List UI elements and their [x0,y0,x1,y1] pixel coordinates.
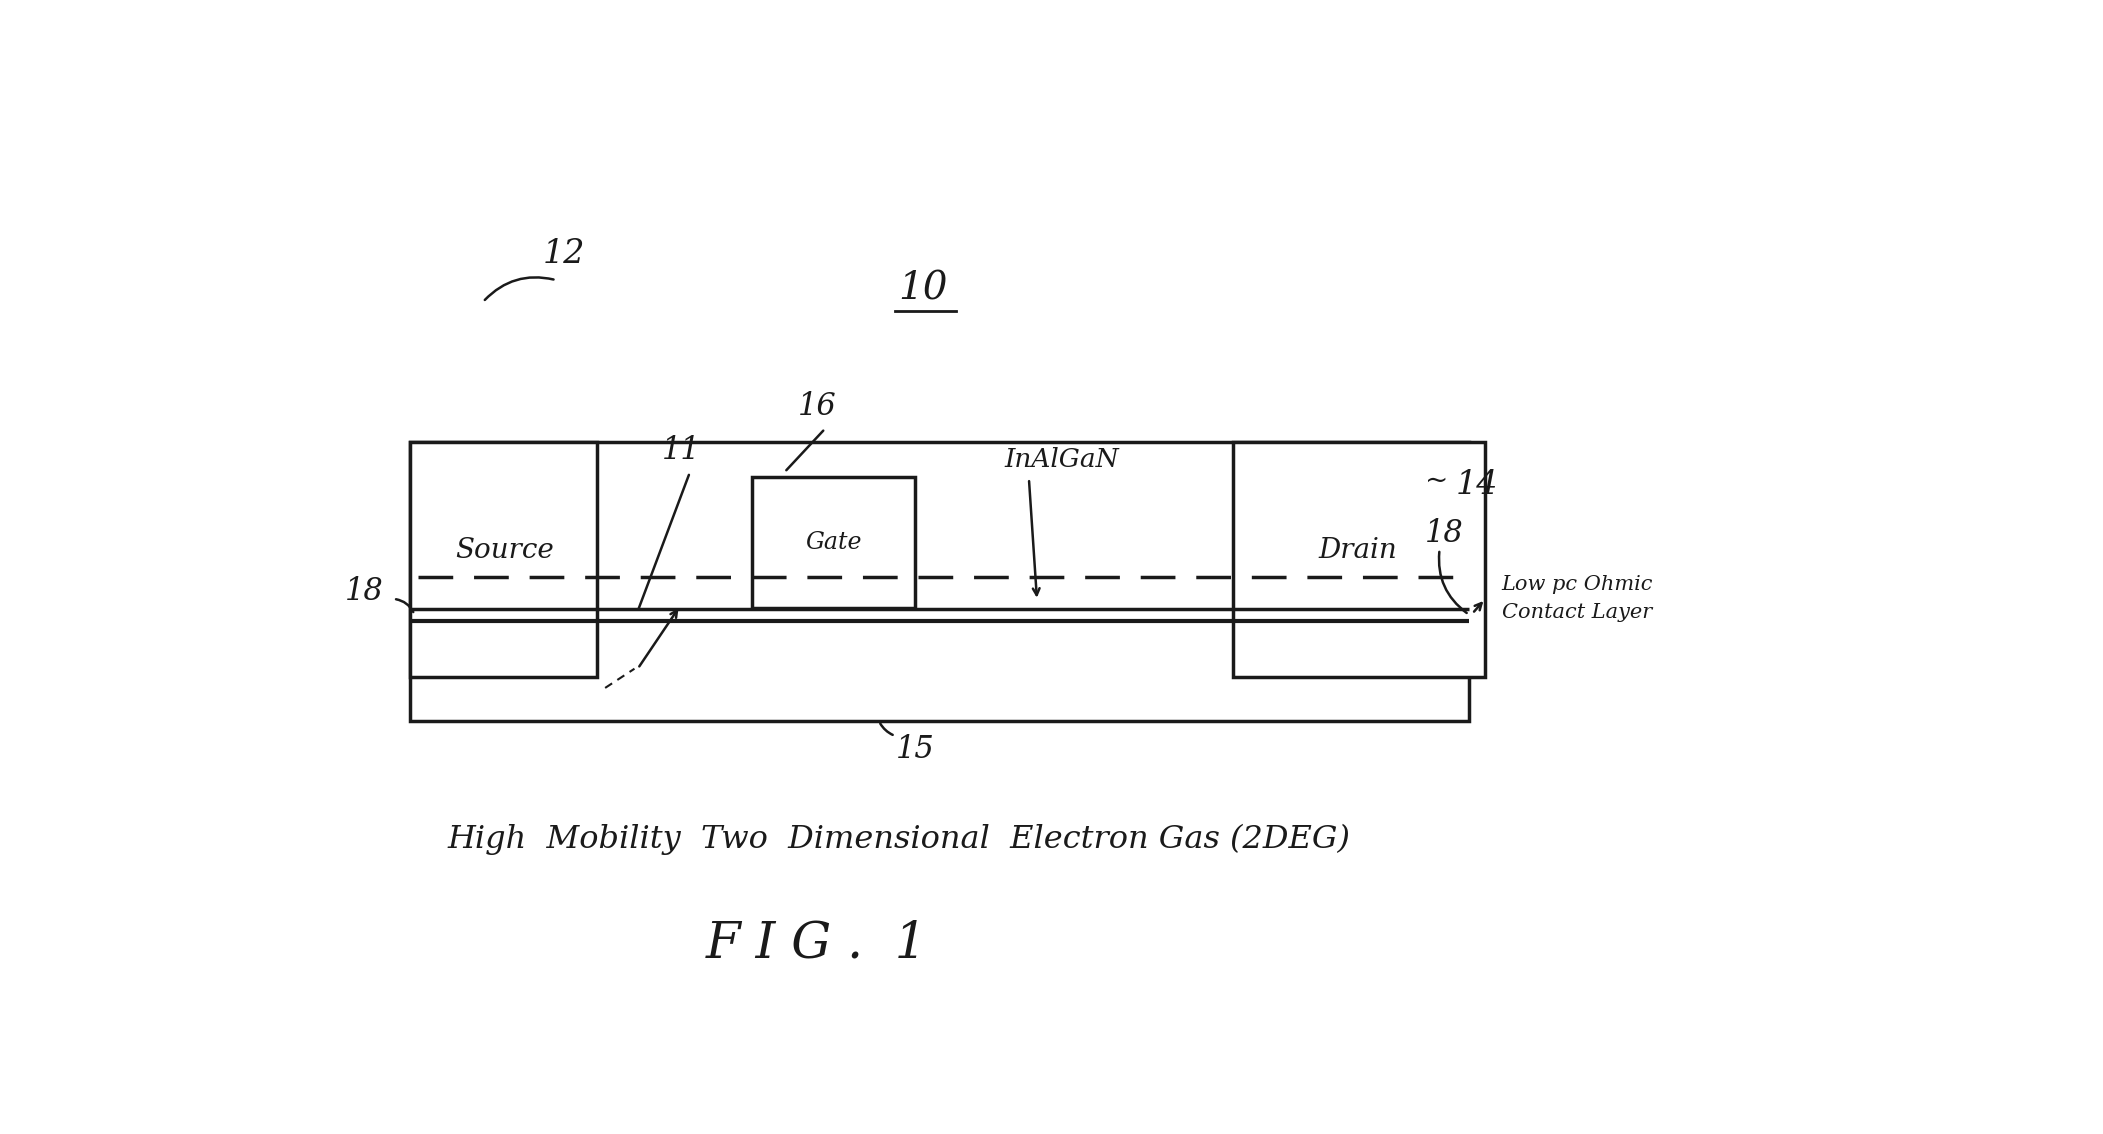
Bar [1232,442,1485,677]
Text: 11: 11 [662,435,700,466]
Text: 16: 16 [797,391,837,422]
Text: 12: 12 [543,238,585,270]
Text: 14: 14 [1455,469,1497,501]
Bar [753,476,915,608]
Text: 18: 18 [1426,518,1464,549]
Text: Source: Source [454,538,553,565]
Text: 15: 15 [896,734,934,764]
Text: 18: 18 [345,576,383,608]
Text: 10: 10 [898,270,948,307]
Bar [410,442,1468,721]
Bar [410,442,597,677]
Text: F I G .  1: F I G . 1 [707,919,927,968]
Text: Low pc Ohmic
Contact Layer: Low pc Ohmic Contact Layer [1502,575,1653,623]
Text: ~: ~ [1424,467,1449,494]
Text: High  Mobility  Two  Dimensional  Electron Gas (2DEG): High Mobility Two Dimensional Electron G… [448,823,1350,855]
Text: Drain: Drain [1319,538,1398,565]
Text: Gate: Gate [805,531,862,553]
Text: InAlGaN: InAlGaN [1005,447,1119,472]
